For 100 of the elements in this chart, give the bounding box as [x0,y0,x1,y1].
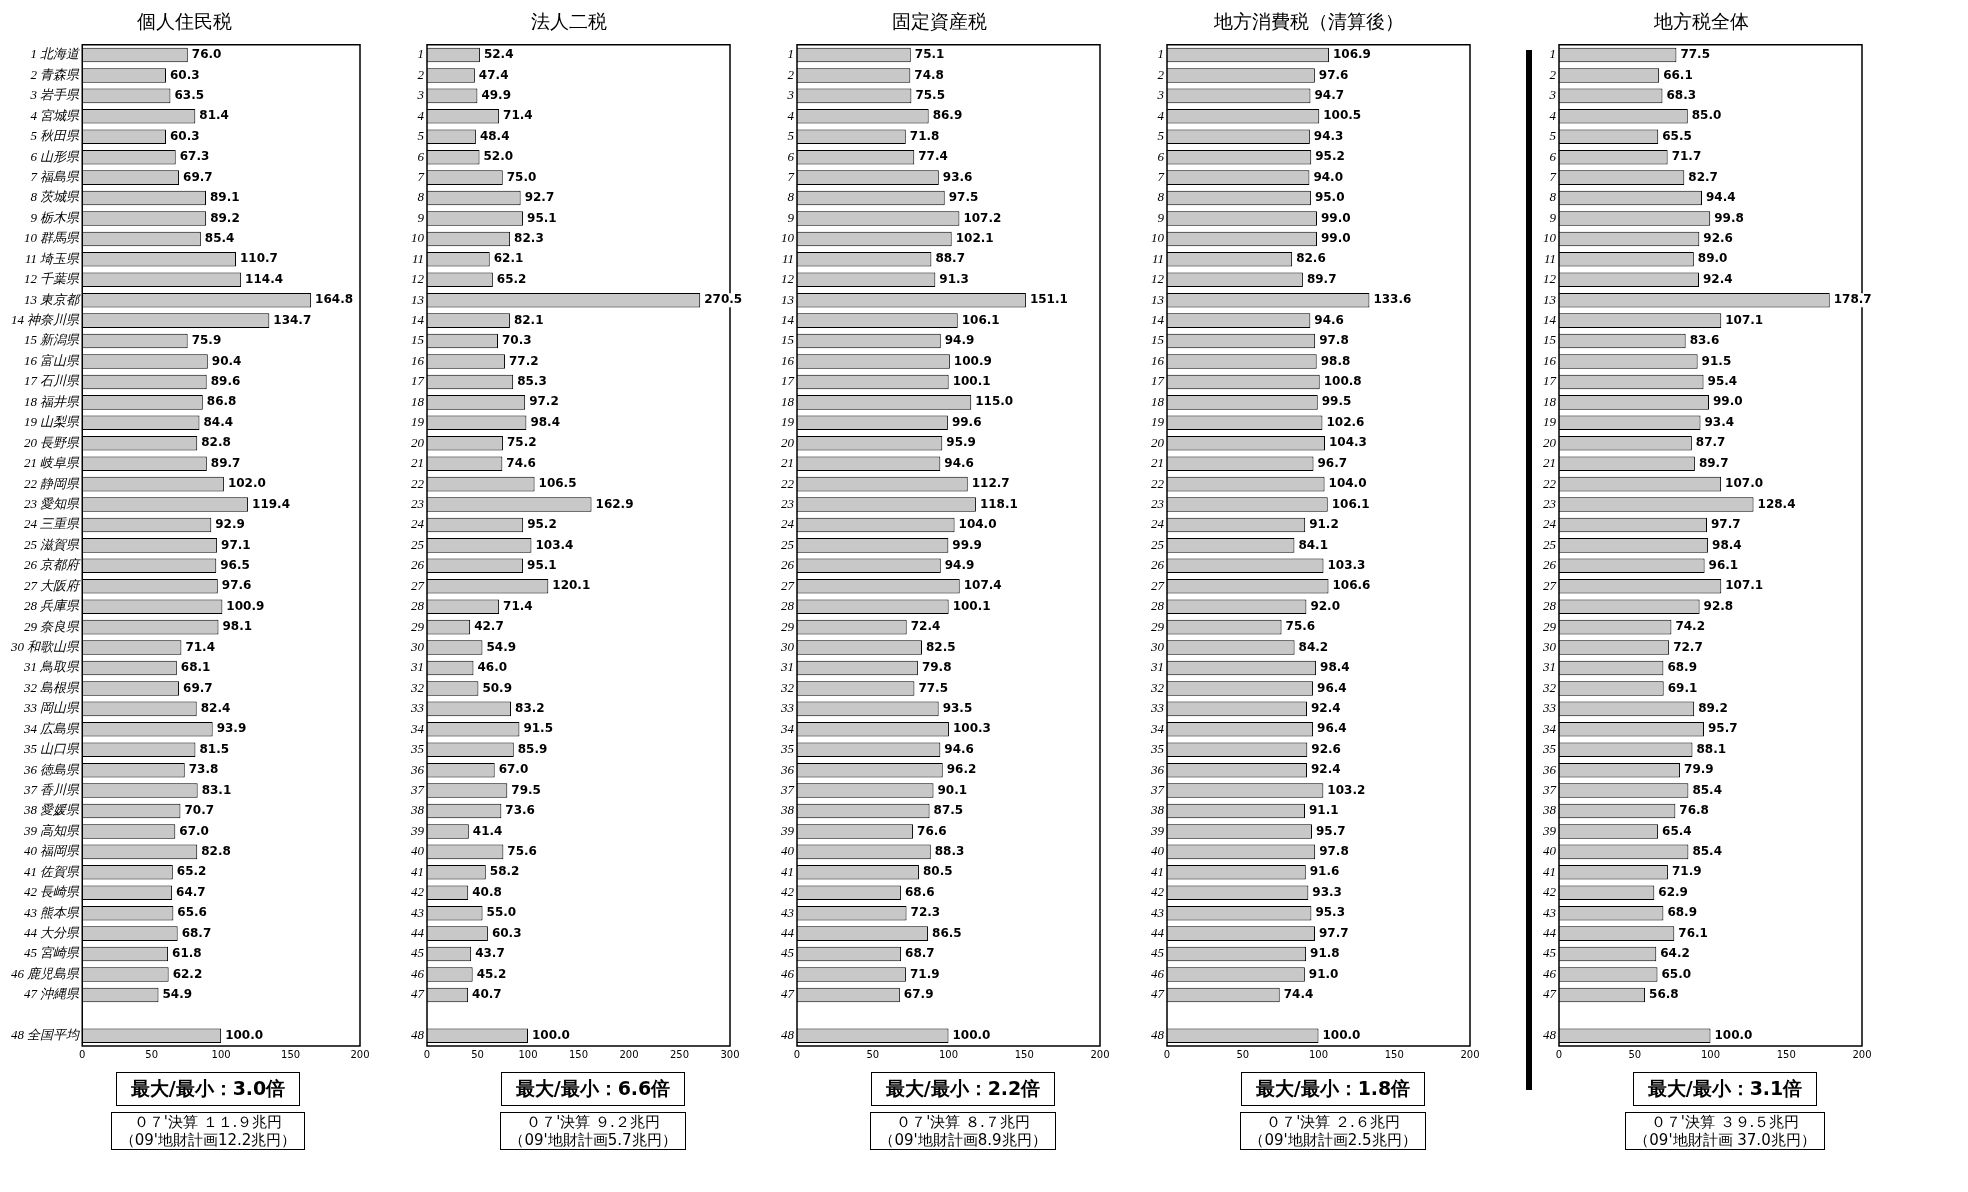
data-label: 84.2 [1298,639,1329,654]
data-label: 41.4 [472,823,503,838]
data-label: 68.3 [1666,88,1697,103]
data-label: 80.5 [922,864,953,879]
data-label: 68.7 [905,946,935,961]
data-label: 77.5 [918,680,949,695]
y-tick-label: 2 [1157,66,1165,82]
text: ０７'決算 ８.７兆円 [895,1113,1031,1131]
data-label: 89.7 [1698,455,1729,470]
y-tick-label: 46 [1543,965,1557,981]
y-tick-label: 41 佐賀県 [24,863,81,879]
y-tick-label: 7 [1549,169,1557,185]
data-label: 85.0 [1691,108,1722,123]
y-tick-label: 39 高知県 [23,822,81,838]
data-label: 65.2 [176,864,207,879]
y-tick-label: 37 香川県 [23,782,81,798]
y-tick-label: 19 [411,414,425,430]
data-label: 85.9 [517,741,548,756]
text: （09'地財計画5.7兆円） [509,1131,677,1149]
y-tick-label: 45 [781,945,795,961]
y-tick-label: 10 [781,230,795,246]
x-tick-label: 150 [1014,1048,1034,1060]
y-tick-label: 41 [781,863,794,879]
y-tick-label: 20 [781,434,795,450]
data-label: 94.0 [1313,169,1344,184]
y-tick-label: 32 [1542,679,1557,695]
y-tick-label: 47 [781,986,795,1002]
data-label: 107.0 [1725,476,1764,491]
data-label: 99.0 [1320,231,1351,246]
data-label: 71.9 [1671,864,1702,879]
x-tick-label: 200 [1460,1048,1480,1060]
y-tick-label: 5 [1157,128,1165,144]
data-label: 86.8 [206,394,237,409]
data-label: 91.1 [1309,803,1339,818]
data-label: 73.6 [505,803,535,818]
data-label: 84.1 [1298,537,1329,552]
data-label: 99.0 [1320,210,1351,225]
y-tick-label: 47 [411,986,425,1002]
data-label: 97.2 [529,394,559,409]
data-label: 70.7 [184,803,215,818]
data-label: 119.4 [252,496,291,511]
x-tick-label: 150 [281,1048,301,1060]
data-label: 96.5 [220,557,250,572]
y-tick-label: 23 [1151,495,1165,511]
y-tick-label: 2 [417,66,425,82]
y-tick-label: 24 [411,516,425,532]
y-tick-label: 13 [411,291,425,307]
y-tick-label: 4 [787,107,795,123]
x-tick-label: 0 [793,1048,801,1060]
text: （09'地財計画8.9兆円） [879,1131,1047,1149]
data-label: 99.5 [1321,394,1352,409]
data-label: 40.8 [472,884,502,899]
data-label: 97.6 [221,578,252,593]
y-tick-label: 44 [1151,925,1165,941]
y-tick-label: 10 群馬県 [24,230,81,246]
data-label: 82.8 [201,844,231,859]
data-label: 76.1 [1678,925,1708,940]
y-tick-label: 14 [781,312,795,328]
y-tick-label: 26 [1151,557,1165,573]
y-tick-label: 21 [1151,455,1164,471]
data-label: 97.1 [221,537,251,552]
y-tick-label: 39 [410,822,425,838]
y-tick-label: 12 [781,271,795,287]
y-tick-label: 36 [1150,761,1165,777]
y-tick-label: 14 [1543,312,1557,328]
y-tick-label: 44 [411,925,425,941]
y-tick-label: 24 [781,516,795,532]
y-tick-label: 15 [1543,332,1557,348]
y-tick-label: 16 [1543,352,1557,368]
y-tick-label: 27 [781,577,795,593]
data-label: 110.7 [239,251,278,266]
data-label: 97.7 [1711,517,1741,532]
data-label: 95.3 [1315,905,1345,920]
chart-title: 法人二税 [531,10,607,33]
chart-title: 地方税全体 [1652,10,1749,33]
data-label: 93.9 [216,721,247,736]
y-tick-label: 34 広島県 [23,720,81,736]
y-tick-label: 8 茨城県 [30,189,81,205]
y-tick-label: 16 富山県 [24,352,81,368]
y-tick-label: 45 [1543,945,1557,961]
y-tick-label: 17 [781,373,795,389]
data-label: 100.9 [226,598,265,613]
y-tick-label: 22 [411,475,425,491]
data-label: 103.3 [1327,557,1366,572]
y-tick-label: 9 [1157,209,1165,225]
y-tick-label: 7 [787,169,795,185]
y-tick-label: 3 [416,87,425,103]
data-label: 151.1 [1029,292,1068,307]
y-tick-label: 2 [787,66,795,82]
x-tick-label: 150 [568,1048,589,1060]
data-label: 91.5 [1701,353,1732,368]
y-tick-label: 21 [411,455,424,471]
x-tick-label: 0 [423,1048,431,1060]
text: ０７'決算 ９.２兆円 [525,1113,661,1131]
data-label: 92.8 [1703,598,1734,613]
data-label: 62.9 [1658,884,1688,899]
y-tick-label: 41 [411,863,424,879]
y-tick-label: 4 [1157,107,1165,123]
data-label: 107.2 [963,210,1002,225]
data-label: 89.6 [210,374,241,389]
